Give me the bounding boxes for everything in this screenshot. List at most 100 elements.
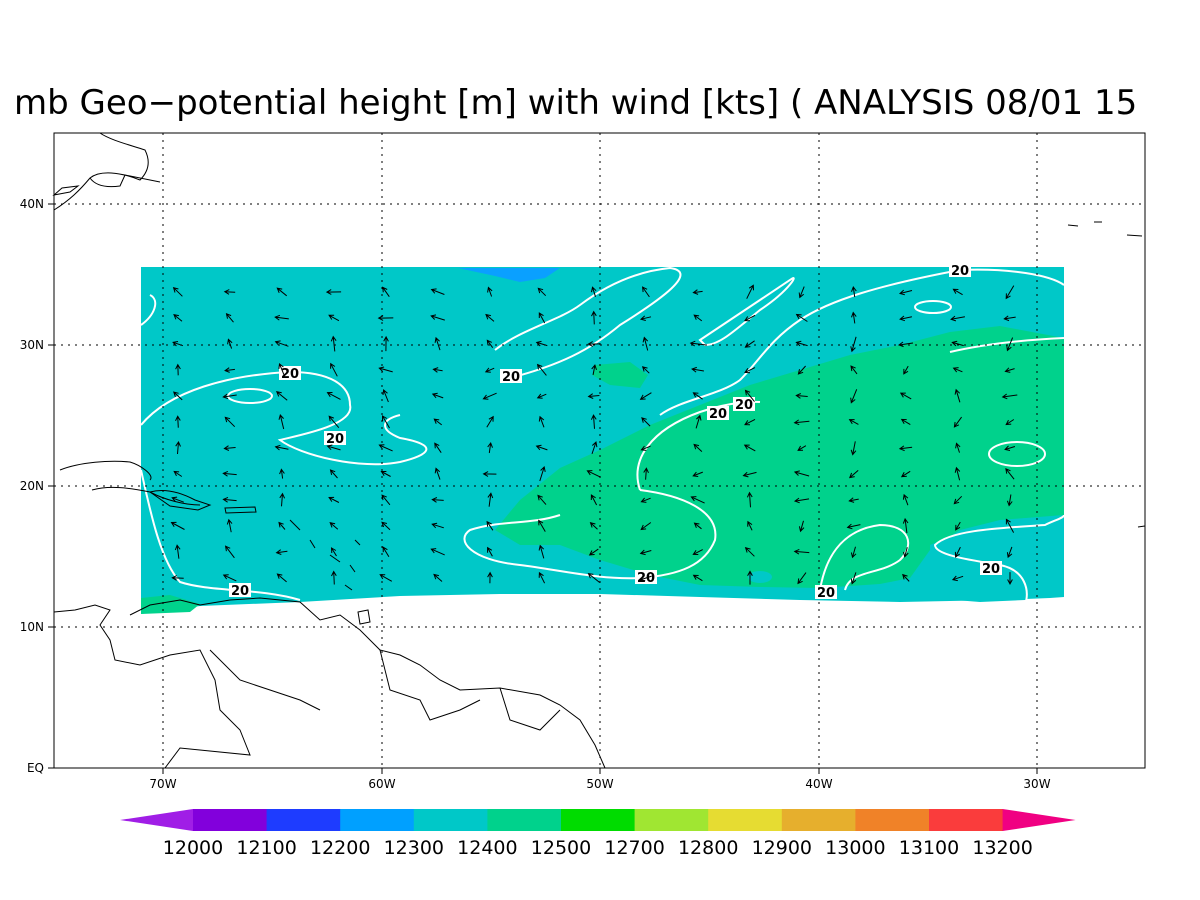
wind-arrow bbox=[590, 414, 597, 429]
wind-arrow bbox=[378, 366, 393, 373]
wind-arrow bbox=[381, 494, 391, 506]
wind-speed-contours bbox=[140, 266, 1065, 606]
wind-arrow bbox=[587, 572, 600, 583]
lon-label: 40W bbox=[805, 777, 832, 791]
wind-arrow bbox=[175, 440, 181, 455]
lon-label: 30W bbox=[1023, 777, 1050, 791]
wind-arrow bbox=[487, 492, 494, 507]
shade-12400-sw-patch bbox=[141, 595, 200, 614]
wind-arrow bbox=[1007, 572, 1013, 585]
wind-arrow bbox=[850, 441, 857, 456]
wind-arrow bbox=[430, 314, 445, 321]
wind-arrow bbox=[955, 521, 961, 531]
wind-arrow bbox=[952, 288, 963, 296]
wind-arrow bbox=[692, 289, 703, 295]
contour-labels: 20 20 20 20 20 20 20 20 20 20 bbox=[229, 263, 1002, 601]
wind-arrow bbox=[899, 315, 912, 322]
wind-arrow bbox=[743, 444, 756, 452]
wind-arrow bbox=[691, 366, 704, 373]
wind-arrow bbox=[482, 471, 497, 477]
svg-text:20: 20 bbox=[951, 264, 969, 279]
wind-arrow bbox=[746, 491, 753, 508]
coastlines bbox=[52, 132, 1146, 769]
wind-arrow bbox=[848, 497, 859, 503]
wind-arrow bbox=[591, 286, 597, 297]
coast-azores bbox=[1067, 221, 1143, 237]
svg-text:20: 20 bbox=[982, 562, 1000, 577]
wind-arrow bbox=[381, 521, 391, 531]
lat-label: 40N bbox=[20, 197, 44, 211]
wind-arrow bbox=[952, 367, 963, 373]
wind-arrow bbox=[951, 575, 964, 582]
wind-arrow bbox=[380, 471, 391, 477]
wind-arrow bbox=[174, 544, 181, 559]
colorbar-swatch bbox=[634, 809, 709, 831]
wind-arrow bbox=[744, 367, 756, 374]
contour-east-1 bbox=[949, 337, 1065, 353]
wind-arrow bbox=[900, 418, 911, 426]
wind-arrow bbox=[227, 338, 233, 349]
wind-arrow bbox=[1005, 467, 1015, 480]
colorbar-arrow-low bbox=[120, 809, 193, 831]
wind-arrow bbox=[224, 416, 236, 428]
wind-arrow bbox=[793, 419, 810, 426]
wind-arrow bbox=[173, 391, 183, 401]
wind-arrow bbox=[223, 289, 236, 295]
wind-arrow bbox=[538, 571, 546, 584]
wind-arrow bbox=[433, 573, 443, 582]
wind-arrow bbox=[898, 445, 913, 452]
wind-arrow bbox=[747, 570, 753, 585]
shade-12400-region bbox=[495, 326, 1064, 588]
wind-arrow bbox=[431, 522, 444, 529]
wind-arrow bbox=[591, 441, 598, 455]
coast-cape-verde bbox=[1137, 525, 1146, 528]
wind-arrow bbox=[743, 314, 756, 322]
contour-east-2 bbox=[819, 523, 910, 591]
wind-arrow bbox=[330, 362, 338, 377]
wind-arrow bbox=[797, 445, 807, 451]
wind-arrow bbox=[850, 365, 858, 375]
wind-arrow bbox=[225, 312, 234, 323]
wind-arrow bbox=[172, 286, 183, 297]
wind-arrow bbox=[746, 284, 754, 299]
wind-arrow bbox=[640, 522, 652, 531]
wind-arrow bbox=[793, 497, 810, 504]
wind-arrow bbox=[744, 418, 756, 426]
wind-arrow bbox=[850, 572, 857, 585]
wind-arrow bbox=[689, 340, 706, 347]
colorbar: 12000 12100 12200 12300 12400 12500 12700 12800… bbox=[120, 809, 1076, 859]
wind-arrow bbox=[902, 517, 909, 534]
wind-arrow bbox=[222, 496, 237, 503]
colorbar-arrow-high bbox=[1002, 809, 1076, 831]
colorbar-swatch bbox=[266, 809, 341, 831]
colorbar-swatch bbox=[855, 809, 930, 831]
wind-arrow bbox=[793, 548, 810, 555]
lat-label: 20N bbox=[20, 479, 44, 493]
wind-arrow bbox=[849, 470, 859, 479]
colorbar-label: 12000 bbox=[163, 837, 223, 859]
wind-arrow bbox=[382, 546, 390, 558]
wind-arrow bbox=[276, 573, 287, 583]
svg-text:20: 20 bbox=[231, 584, 249, 599]
wind-arrow bbox=[486, 520, 494, 531]
wind-arrow bbox=[487, 441, 493, 454]
wind-arrow bbox=[1006, 494, 1013, 507]
wind-arrow bbox=[223, 445, 236, 451]
colorbar-label: 12900 bbox=[752, 837, 812, 859]
wind-arrow bbox=[326, 392, 341, 400]
colorbar-swatch bbox=[561, 809, 636, 831]
wind-arrow bbox=[795, 340, 808, 347]
wind-arrow bbox=[170, 521, 185, 530]
wind-arrow bbox=[434, 442, 442, 453]
wind-arrow bbox=[383, 335, 389, 352]
wind-arrow bbox=[954, 388, 961, 403]
axis-ticks bbox=[48, 203, 1038, 774]
wind-arrow bbox=[850, 546, 857, 559]
wind-arrow bbox=[850, 336, 857, 353]
wind-arrow bbox=[640, 445, 651, 451]
wind-arrow bbox=[175, 415, 181, 428]
wind-arrow bbox=[639, 549, 652, 556]
wind-arrow bbox=[1005, 285, 1015, 300]
wind-arrow bbox=[692, 471, 703, 477]
wind-arrow bbox=[1004, 445, 1016, 451]
